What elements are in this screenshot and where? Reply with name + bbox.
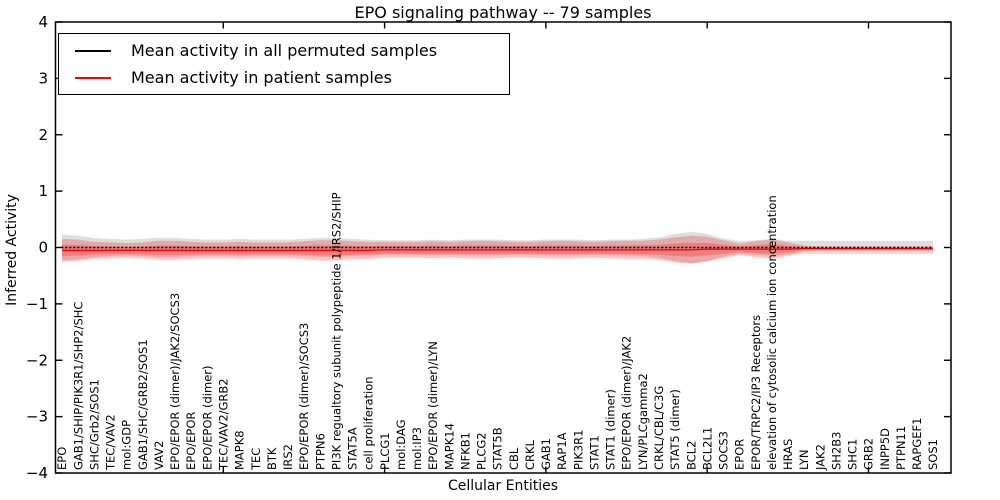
- y-axis-label: Inferred Activity: [4, 194, 20, 306]
- x-tick-label: cell proliferation: [362, 376, 376, 470]
- x-tick-label: VAV2: [152, 441, 166, 470]
- x-tick-label: LYN/PLCgamma2: [636, 373, 650, 470]
- x-axis-label: Cellular Entities: [447, 478, 559, 494]
- x-tick-label: PTPN11: [894, 426, 908, 470]
- legend: Mean activity in all permuted samples Me…: [58, 33, 510, 95]
- x-tick-label: EPO/EPOR (dimer)/JAK2/SOCS3: [168, 293, 182, 470]
- x-tick-label: STAT5 (dimer): [668, 389, 682, 470]
- y-tick-label: 1: [38, 182, 48, 200]
- x-tick-label: TEC/VAV2/GRB2: [217, 378, 231, 471]
- x-tick-label: GAB1/SHIP/PIK3R1/SHP2/SHC: [71, 302, 85, 470]
- x-tick-label: EPOR: [733, 439, 747, 470]
- x-tick-label: BCL2: [684, 441, 698, 470]
- x-tick-label: EPOR/TRPC2/IP3 Receptors: [749, 315, 763, 470]
- y-tick-label: −2: [26, 351, 48, 369]
- x-tick-label: elevation of cytosolic calcium ion conce…: [765, 195, 779, 470]
- y-tick-label: −1: [26, 295, 48, 313]
- x-tick-label: INPP5D: [878, 428, 892, 470]
- legend-label-permuted: Mean activity in all permuted samples: [131, 41, 438, 60]
- x-tick-label: MAPK8: [233, 430, 247, 470]
- x-tick-label: EPO/EPOR (dimer)/LYN: [426, 341, 440, 470]
- x-tick-label: EPO/EPOR (dimer): [200, 366, 214, 471]
- x-tick-label: mol:IP3: [410, 427, 424, 470]
- axes-frame: [54, 21, 952, 474]
- x-tick-label: CRKL/CBL/C3G: [652, 386, 666, 470]
- x-tick-label: SHC/Grb2/SOS1: [88, 379, 102, 470]
- x-tick-label: PLCG2: [475, 432, 489, 470]
- x-tick-label: MAPK14: [442, 423, 456, 470]
- x-tick-label: SHC1: [846, 439, 860, 470]
- x-tick-label: STAT5A: [346, 427, 360, 470]
- patient-mean-line: [62, 247, 933, 251]
- x-tick-label: EPO/EPOR: [184, 412, 198, 470]
- x-tick-label: JAK2: [813, 444, 827, 471]
- x-tick-label: BCL2L1: [700, 427, 714, 470]
- x-tick-label: STAT1 (dimer): [604, 389, 618, 470]
- x-tick-label: SH2B3: [829, 432, 843, 470]
- x-tick-label: BTK: [265, 447, 279, 470]
- chart-title: EPO signaling pathway -- 79 samples: [354, 3, 652, 22]
- permuted-line-swatch: [75, 49, 111, 52]
- y-tick-label: 0: [38, 239, 48, 257]
- y-tick-label: 2: [38, 126, 48, 144]
- y-tick-label: −4: [26, 464, 48, 482]
- x-tick-label: LYN: [797, 449, 811, 470]
- x-tick-label: PI3K regualtory subunit polypeptide 1/IR…: [329, 192, 343, 470]
- x-tick-label: EPO/EPOR (dimer)/JAK2: [620, 336, 634, 470]
- x-tick-label: STAT5B: [491, 427, 505, 470]
- x-tick-label: TEC/VAV2: [104, 414, 118, 471]
- x-tick-label: GAB1: [539, 438, 553, 470]
- x-tick-label: IRS2: [281, 444, 295, 470]
- x-tick-label: PIK3R1: [571, 430, 585, 471]
- x-tick-label: HRAS: [781, 439, 795, 470]
- y-tick-label: 3: [38, 69, 48, 87]
- x-tick-label: PLCG1: [378, 432, 392, 470]
- x-tick-label: SOCS3: [717, 431, 731, 470]
- x-tick-label: CRKL: [523, 439, 537, 470]
- x-tick-label: NFKB1: [458, 432, 472, 470]
- x-tick-label: GRB2: [862, 438, 876, 470]
- x-tick-label: RAPGEF1: [910, 418, 924, 470]
- legend-item-patient: Mean activity in patient samples: [59, 65, 509, 91]
- x-tick-label: CBL: [507, 447, 521, 470]
- x-tick-label: TEC: [249, 448, 263, 471]
- x-tick-label: SOS1: [926, 439, 940, 470]
- y-tick-label: 4: [38, 13, 48, 31]
- x-tick-label: PTPN6: [313, 433, 327, 470]
- legend-item-permuted: Mean activity in all permuted samples: [59, 38, 509, 64]
- x-tick-label: RAP1A: [555, 432, 569, 470]
- legend-label-patient: Mean activity in patient samples: [131, 68, 392, 87]
- y-tick-label: −3: [26, 408, 48, 426]
- x-tick-label: GAB1/SHC/GRB2/SOS1: [136, 339, 150, 470]
- x-tick-label: EPO: [55, 447, 69, 470]
- x-tick-label: mol:GDP: [120, 420, 134, 470]
- x-tick-label: EPO/EPOR (dimer)/SOCS3: [297, 323, 311, 470]
- patient-line-swatch: [75, 76, 111, 79]
- x-tick-label: STAT1: [588, 435, 602, 470]
- x-tick-label: mol:DAG: [394, 419, 408, 470]
